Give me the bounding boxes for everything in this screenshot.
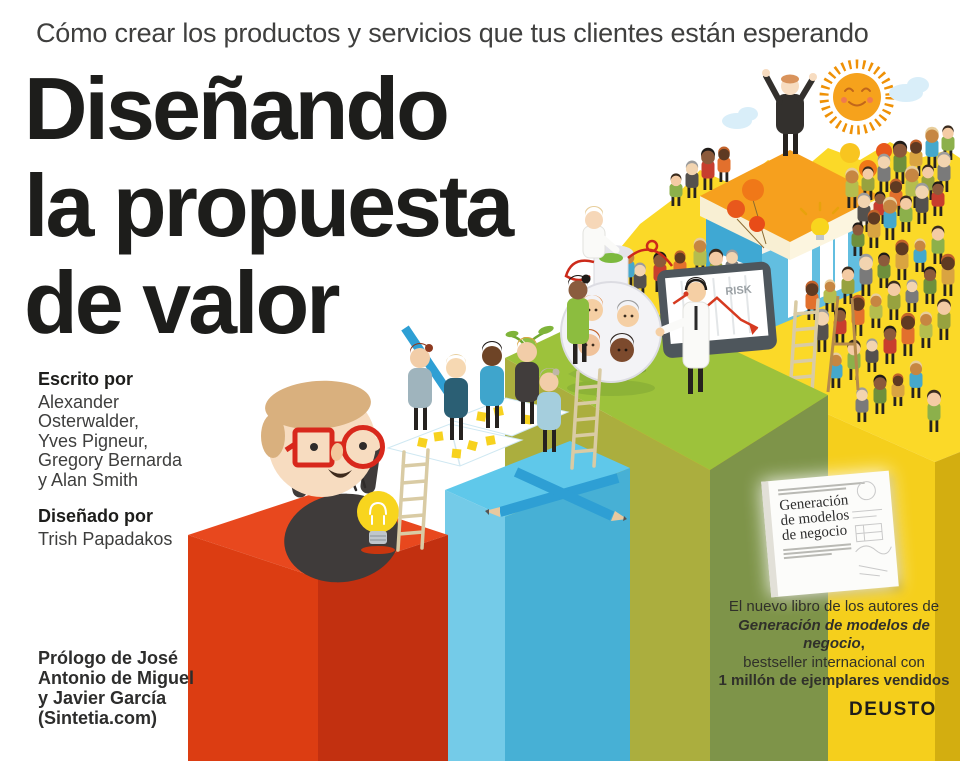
prologue-line: y Javier García (38, 688, 167, 708)
promo-line-2: Generación de modelos de negocio, (738, 616, 930, 653)
crossed-pencils (485, 467, 627, 521)
cloud-icon (722, 77, 929, 129)
book-thumbnail: Generación de modelos de negocio (761, 470, 899, 598)
book-doodles (852, 481, 892, 577)
yellow-side-face (935, 452, 960, 761)
title-line-3: de valor (24, 253, 340, 352)
risk-tablet: RISK (657, 261, 777, 358)
scientist-at-flask (582, 206, 620, 259)
tagline: Cómo crear los productos y servicios que… (36, 18, 869, 48)
blue-left-face (445, 490, 505, 761)
designed-by-label: Diseñado por (38, 506, 154, 526)
title-line-2: la propuesta (24, 156, 514, 255)
author-line: Alexander (38, 391, 120, 412)
scientist-green-shirt (567, 274, 591, 364)
publisher-logo: DEUSTO (849, 699, 937, 720)
shop-lightbulb-sign (799, 201, 840, 240)
promo-line-1: El nuevo libro de los autores de (728, 598, 940, 615)
red-side-face (318, 535, 448, 761)
written-by-label: Escrito por (38, 369, 134, 389)
crowd (669, 146, 731, 206)
ladder-icon (788, 298, 820, 396)
author-line: Osterwalder, (38, 411, 140, 431)
credits-block: Escrito por Alexander Osterwalder, Yves … (38, 369, 183, 549)
risk-label: RISK (725, 284, 752, 298)
designer-name: Trish Papadakos (38, 528, 173, 549)
blue-column (445, 441, 630, 761)
page-title: Diseñando la propuesta de valor (24, 59, 514, 352)
blue-front-face (505, 468, 630, 761)
author-line: Gregory Bernarda (38, 450, 183, 470)
sun-icon (819, 59, 895, 135)
promo-block: El nuevo libro de los autores de Generac… (712, 598, 956, 691)
shop-roof (700, 150, 880, 242)
easel-tripod (826, 295, 860, 393)
lightbulb-icon (357, 491, 399, 554)
ladder-icon (570, 368, 602, 470)
scientist-headset (655, 277, 710, 394)
promo-line-3: bestseller internacional con (743, 653, 925, 671)
prologue-block: Prólogo de José Antonio de Miguel y Javi… (38, 648, 194, 728)
author-line: y Alan Smith (38, 469, 139, 490)
roof-man (762, 69, 817, 156)
prologue-line: Prólogo de José (38, 648, 179, 668)
red-front-face (188, 535, 318, 761)
title-line-1: Diseñando (24, 59, 450, 158)
promo-line-4: 1 millón de ejemplares vendidos (718, 672, 950, 689)
crowd (593, 125, 955, 432)
workshop-team (401, 325, 561, 452)
author-line: Yves Pigneur, (38, 430, 149, 451)
prologue-line: Antonio de Miguel (38, 668, 194, 688)
ladder-icon (396, 448, 430, 552)
sticky-notes (417, 406, 549, 459)
prologue-line: (Sintetia.com) (38, 708, 158, 728)
